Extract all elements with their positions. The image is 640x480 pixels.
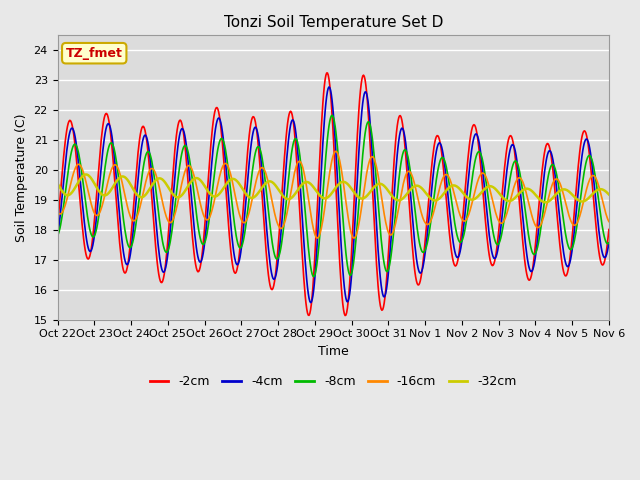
-4cm bbox=[605, 240, 612, 246]
-32cm bbox=[541, 200, 549, 205]
-2cm bbox=[177, 117, 184, 123]
Line: -4cm: -4cm bbox=[58, 87, 609, 302]
-32cm bbox=[82, 172, 90, 178]
-16cm bbox=[63, 194, 71, 200]
Line: -16cm: -16cm bbox=[58, 151, 609, 238]
-2cm bbox=[205, 161, 213, 167]
-4cm bbox=[402, 140, 410, 145]
-8cm bbox=[402, 147, 410, 153]
-32cm bbox=[417, 185, 425, 191]
Line: -32cm: -32cm bbox=[58, 175, 609, 203]
Text: TZ_fmet: TZ_fmet bbox=[66, 47, 123, 60]
-16cm bbox=[120, 189, 128, 195]
-2cm bbox=[120, 270, 128, 276]
-4cm bbox=[177, 130, 184, 135]
Line: -2cm: -2cm bbox=[58, 73, 609, 315]
-4cm bbox=[325, 84, 333, 90]
-2cm bbox=[605, 227, 612, 232]
-2cm bbox=[324, 70, 332, 76]
-16cm bbox=[314, 235, 321, 241]
-2cm bbox=[402, 152, 410, 157]
-4cm bbox=[63, 142, 71, 148]
-32cm bbox=[121, 174, 129, 180]
-16cm bbox=[418, 212, 426, 217]
-8cm bbox=[328, 112, 336, 118]
-4cm bbox=[205, 189, 213, 195]
X-axis label: Time: Time bbox=[318, 345, 349, 358]
-32cm bbox=[177, 193, 185, 199]
-2cm bbox=[341, 312, 349, 318]
-8cm bbox=[310, 274, 317, 279]
-2cm bbox=[63, 123, 71, 129]
Y-axis label: Soil Temperature (C): Soil Temperature (C) bbox=[15, 113, 28, 242]
-32cm bbox=[63, 192, 71, 198]
Title: Tonzi Soil Temperature Set D: Tonzi Soil Temperature Set D bbox=[223, 15, 443, 30]
-2cm bbox=[418, 270, 426, 276]
-8cm bbox=[54, 233, 61, 239]
-8cm bbox=[418, 248, 426, 254]
-8cm bbox=[605, 240, 612, 246]
Legend: -2cm, -4cm, -8cm, -16cm, -32cm: -2cm, -4cm, -8cm, -16cm, -32cm bbox=[145, 370, 522, 393]
-2cm bbox=[54, 223, 61, 228]
-16cm bbox=[402, 173, 410, 179]
-4cm bbox=[54, 235, 61, 240]
Line: -8cm: -8cm bbox=[58, 115, 609, 276]
-4cm bbox=[120, 254, 128, 260]
-8cm bbox=[63, 173, 71, 179]
-16cm bbox=[605, 219, 612, 225]
-16cm bbox=[205, 215, 213, 221]
-32cm bbox=[54, 180, 61, 186]
-16cm bbox=[54, 209, 61, 215]
-4cm bbox=[418, 268, 426, 274]
-32cm bbox=[206, 191, 214, 197]
-32cm bbox=[605, 192, 612, 197]
-8cm bbox=[205, 215, 213, 221]
-16cm bbox=[177, 188, 184, 194]
-16cm bbox=[332, 148, 340, 154]
-8cm bbox=[177, 159, 184, 165]
-32cm bbox=[401, 193, 409, 199]
-4cm bbox=[307, 300, 314, 305]
-8cm bbox=[120, 222, 128, 228]
